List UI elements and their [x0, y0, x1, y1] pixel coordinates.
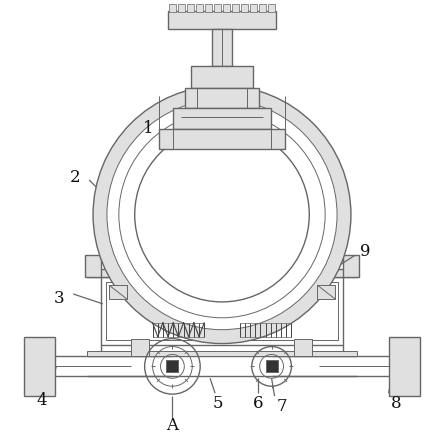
- Bar: [212, 29, 232, 66]
- Text: 8: 8: [391, 395, 402, 412]
- Bar: [232, 4, 239, 12]
- Text: 7: 7: [276, 398, 287, 414]
- Bar: [131, 339, 148, 357]
- Bar: [205, 4, 212, 12]
- Text: 6: 6: [253, 395, 263, 412]
- Bar: [250, 4, 257, 12]
- Bar: [173, 107, 271, 129]
- Bar: [343, 255, 359, 277]
- Bar: [295, 339, 312, 357]
- Bar: [106, 282, 338, 339]
- Bar: [214, 4, 221, 12]
- Bar: [241, 4, 248, 12]
- Text: 2: 2: [70, 170, 81, 187]
- Bar: [185, 88, 259, 107]
- Bar: [178, 4, 186, 12]
- Bar: [223, 4, 230, 12]
- Bar: [87, 350, 357, 357]
- Bar: [169, 4, 176, 12]
- Circle shape: [119, 112, 325, 318]
- Bar: [389, 337, 420, 396]
- Bar: [159, 129, 285, 149]
- Bar: [23, 337, 55, 396]
- Bar: [168, 11, 276, 29]
- Text: 3: 3: [54, 290, 65, 307]
- Bar: [85, 255, 101, 277]
- Bar: [259, 4, 266, 12]
- Bar: [187, 4, 194, 12]
- Bar: [109, 285, 127, 299]
- Circle shape: [135, 127, 309, 302]
- Text: 9: 9: [360, 243, 370, 260]
- Bar: [268, 4, 275, 12]
- Bar: [167, 360, 179, 372]
- Text: 1: 1: [143, 120, 154, 137]
- Bar: [317, 285, 335, 299]
- Text: 5: 5: [213, 395, 223, 412]
- Text: A: A: [167, 417, 179, 434]
- Bar: [191, 66, 253, 88]
- Bar: [152, 323, 204, 337]
- Bar: [196, 4, 203, 12]
- Circle shape: [107, 99, 337, 330]
- Bar: [240, 323, 291, 337]
- Bar: [266, 360, 277, 372]
- Circle shape: [93, 86, 351, 343]
- Bar: [87, 269, 357, 277]
- Text: 4: 4: [36, 392, 47, 409]
- Bar: [101, 277, 343, 345]
